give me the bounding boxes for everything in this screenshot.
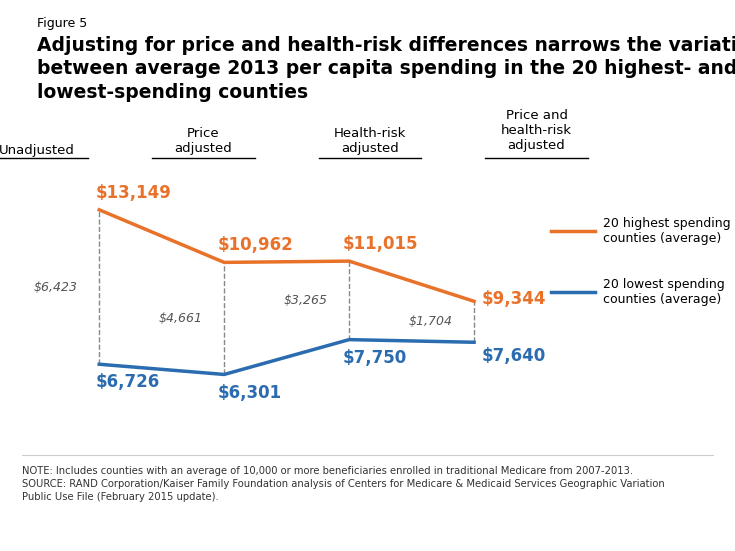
Text: $6,301: $6,301 [218,383,282,402]
Text: Foundation: Foundation [631,531,692,541]
Text: 20 highest spending
counties (average): 20 highest spending counties (average) [603,218,731,245]
Text: Price
adjusted: Price adjusted [174,127,232,155]
Text: Unadjusted: Unadjusted [0,144,75,157]
Text: NOTE: Includes counties with an average of 10,000 or more beneficiaries enrolled: NOTE: Includes counties with an average … [22,466,664,502]
Text: Kaiser: Kaiser [637,504,686,518]
Text: $11,015: $11,015 [343,235,418,253]
Text: $7,640: $7,640 [481,347,546,365]
Text: Health-risk
adjusted: Health-risk adjusted [334,127,406,155]
Text: $6,423: $6,423 [34,280,78,294]
Text: $9,344: $9,344 [481,290,546,308]
Text: $4,661: $4,661 [159,312,203,325]
Text: $3,265: $3,265 [284,294,328,307]
Text: $13,149: $13,149 [96,184,171,202]
Text: Adjusting for price and health-risk differences narrows the variation
between av: Adjusting for price and health-risk diff… [37,36,735,102]
Text: $1,704: $1,704 [409,315,453,328]
Text: $6,726: $6,726 [96,374,159,391]
Text: Price and
health-risk
adjusted: Price and health-risk adjusted [501,109,572,152]
Text: $10,962: $10,962 [218,236,294,255]
Text: 20 lowest spending
counties (average): 20 lowest spending counties (average) [603,278,725,306]
Text: $7,750: $7,750 [343,349,407,367]
Text: Figure 5: Figure 5 [37,17,87,30]
Text: Family: Family [637,517,686,531]
Text: THE HENRY J.: THE HENRY J. [641,495,682,500]
